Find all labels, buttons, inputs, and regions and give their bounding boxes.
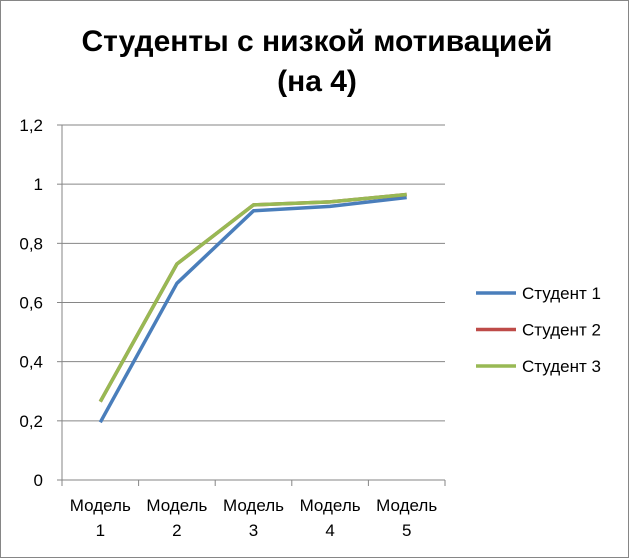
x-tick-label-part: 5 bbox=[402, 521, 411, 540]
x-tick-label: Модель 1 bbox=[70, 496, 131, 540]
x-tick-label-part: Модель bbox=[300, 496, 361, 515]
chart-title-line-1: Студенты с низкой мотивацией bbox=[81, 25, 552, 58]
series-line-2 bbox=[98, 192, 407, 403]
y-axis-tick-labels: 0 0,2 0,4 0,6 0,8 1 1,2 bbox=[19, 116, 43, 490]
series-lines bbox=[98, 192, 407, 424]
chart-title: Студенты с низкой мотивацией (на 4) bbox=[81, 25, 552, 98]
x-tick-label: Модель 5 bbox=[376, 496, 437, 540]
y-tick-label: 0,6 bbox=[19, 294, 43, 313]
series-line-1 bbox=[98, 195, 407, 424]
x-tick-label: Модель 2 bbox=[146, 496, 207, 540]
x-tick-label: Модель 4 bbox=[300, 496, 361, 540]
y-tick-label: 0 bbox=[34, 471, 43, 490]
x-tick-label-part: Модель bbox=[376, 496, 437, 515]
x-tick-label-part: 1 bbox=[96, 521, 105, 540]
x-tick-label-part: 3 bbox=[249, 521, 258, 540]
x-tick-label-part: 2 bbox=[172, 521, 181, 540]
legend: Студент 1 Студент 2 Студент 3 bbox=[476, 284, 601, 376]
y-tick-label: 1 bbox=[34, 175, 43, 194]
x-tick-label-part: Модель bbox=[223, 496, 284, 515]
chart-title-line-2: (на 4) bbox=[277, 65, 357, 98]
x-tick-label: Модель 3 bbox=[223, 496, 284, 540]
y-tick-label: 1,2 bbox=[19, 116, 43, 135]
legend-label-1: Студент 1 bbox=[522, 284, 601, 303]
x-axis-tick-labels: Модель 1 Модель 2 Модель 3 Модель 4 Модель 5 bbox=[70, 496, 438, 540]
series-line-3 bbox=[98, 192, 407, 403]
y-tick-label: 0,8 bbox=[19, 234, 43, 253]
legend-label-3: Студент 3 bbox=[522, 357, 601, 376]
axes bbox=[57, 124, 446, 486]
y-tick-label: 0,2 bbox=[19, 412, 43, 431]
x-tick-label-part: 4 bbox=[325, 521, 334, 540]
x-tick-label-part: Модель bbox=[146, 496, 207, 515]
x-tick-label-part: Модель bbox=[70, 496, 131, 515]
gridlines bbox=[62, 124, 445, 422]
legend-label-2: Студент 2 bbox=[522, 321, 601, 340]
y-tick-label: 0,4 bbox=[19, 353, 43, 372]
